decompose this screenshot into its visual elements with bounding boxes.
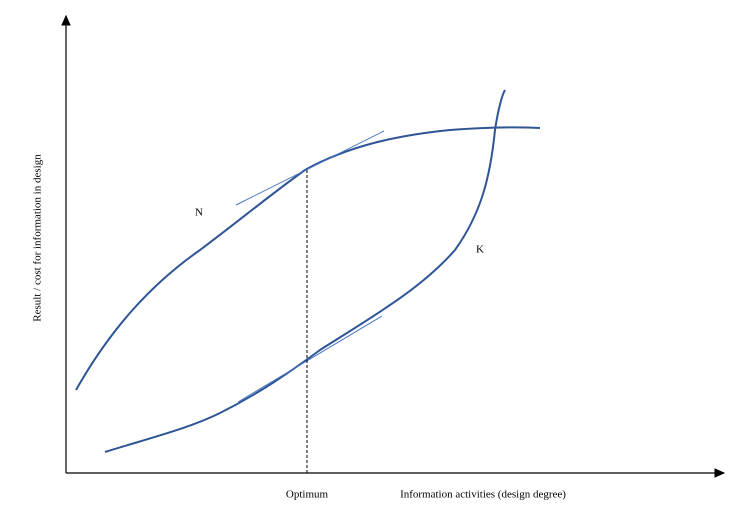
curve-label: K (476, 244, 484, 256)
x-axis-label: Information activities (design degree) (400, 489, 566, 501)
y-axis-label: Result / cost for information in design (32, 154, 44, 322)
curve-k (104, 89, 506, 453)
tangent-k (237, 315, 383, 403)
curve-label: N (195, 207, 203, 219)
curve-n (75, 126, 541, 391)
tangent-n (235, 130, 385, 206)
optimum-label: Optimum (286, 489, 329, 501)
